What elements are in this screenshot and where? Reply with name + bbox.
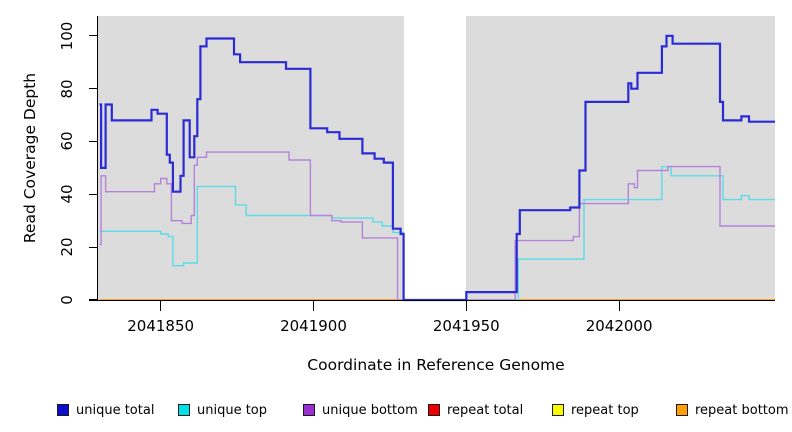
y-tick	[89, 193, 97, 195]
y-tick-label: 60	[58, 131, 76, 152]
legend-item-unique-bottom: unique bottom	[303, 401, 418, 419]
y-tick	[89, 140, 97, 143]
y-axis-title: Read Coverage Depth	[21, 72, 39, 244]
x-axis-title: Coordinate in Reference Genome	[307, 356, 565, 374]
repeat-bottom-swatch-icon	[676, 404, 688, 416]
y-tick	[89, 35, 97, 37]
legend-label: unique total	[76, 402, 155, 418]
x-tick	[160, 301, 162, 311]
x-tick-label: 2041900	[280, 317, 347, 335]
legend-item-repeat-total: repeat total	[428, 401, 523, 419]
x-tick	[312, 301, 315, 311]
legend-label: repeat bottom	[695, 402, 789, 418]
unique-top-swatch-icon	[178, 404, 190, 416]
y-tick-label: 20	[58, 237, 76, 257]
y-tick-label: 40	[58, 184, 76, 204]
series-line-unique-bottom	[99, 151, 775, 301]
y-tick	[89, 246, 97, 248]
coverage-gap-band	[403, 16, 467, 300]
series-line-unique-top	[99, 165, 775, 301]
legend-label: unique top	[197, 402, 268, 418]
y-tick-label: 100	[58, 21, 76, 51]
repeat-total-swatch-icon	[428, 404, 440, 416]
legend-item-unique-total: unique total	[57, 401, 154, 419]
legend-item-repeat-top: repeat top	[552, 401, 639, 419]
x-axis-line	[96, 300, 775, 302]
legend-item-unique-top: unique top	[178, 401, 267, 419]
y-tick-label: 0	[58, 295, 76, 305]
series-line-unique-total	[99, 34, 775, 302]
y-axis-line	[96, 16, 98, 301]
x-tick	[618, 301, 620, 311]
legend-label: repeat total	[447, 402, 524, 418]
unique-total-swatch-icon	[57, 404, 69, 416]
legend-label: repeat top	[571, 402, 639, 418]
x-tick	[465, 301, 467, 311]
y-tick-label: 80	[58, 79, 76, 99]
legend-label: unique bottom	[322, 402, 418, 418]
y-tick	[89, 299, 97, 301]
legend-item-repeat-bottom: repeat bottom	[676, 401, 789, 419]
y-tick	[89, 88, 97, 90]
legend: unique total unique top unique bottom re…	[0, 401, 792, 423]
x-tick-label: 2041950	[432, 317, 500, 335]
x-tick-label: 2042000	[585, 317, 653, 335]
x-tick-label: 2041850	[127, 317, 195, 335]
unique-bottom-swatch-icon	[303, 404, 315, 416]
repeat-top-swatch-icon	[552, 404, 564, 416]
